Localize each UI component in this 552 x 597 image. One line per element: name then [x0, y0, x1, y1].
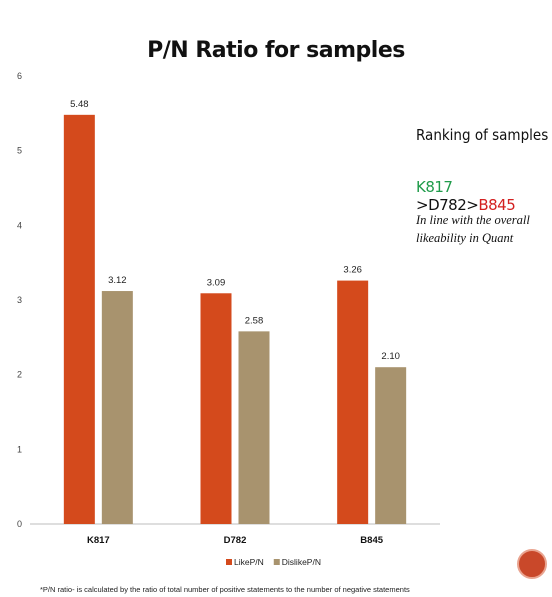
x-tick-label: K817 — [87, 535, 110, 546]
y-tick-label: 1 — [17, 444, 22, 454]
bar-likepn — [200, 293, 232, 524]
data-label: 3.26 — [343, 265, 362, 276]
bar-dislikepn — [238, 331, 270, 524]
ranking-first: K817 — [416, 178, 453, 196]
y-tick-label: 2 — [17, 370, 22, 380]
legend-label: DislikeP/N — [282, 557, 321, 567]
ranking-order: K817 >D782>B845 — [416, 178, 552, 214]
legend-label: LikeP/N — [234, 557, 264, 567]
bar-likepn — [337, 280, 369, 524]
x-tick-label: D782 — [224, 535, 247, 546]
ranking-note: In line with the overall likeability in … — [416, 213, 530, 245]
data-label: 3.09 — [207, 277, 226, 288]
ranking-separator: > — [416, 196, 429, 214]
ranking-title: Ranking of samples — [416, 126, 549, 144]
y-tick-label: 3 — [17, 295, 22, 305]
data-label: 3.12 — [108, 275, 127, 286]
ranking-second: D782 — [428, 196, 467, 214]
bar-dislikepn — [101, 291, 133, 524]
legend-swatch — [226, 559, 232, 565]
data-label: 2.58 — [245, 315, 264, 326]
y-tick-label: 0 — [17, 519, 22, 529]
bar-dislikepn — [375, 367, 407, 524]
x-tick-label: B845 — [360, 535, 383, 546]
bar-likepn — [63, 114, 95, 525]
y-tick-label: 4 — [17, 220, 22, 230]
chart-title: P/N Ratio for samples — [147, 38, 405, 63]
y-tick-label: 5 — [17, 146, 22, 156]
data-label: 5.48 — [70, 99, 89, 110]
ranking-third: B845 — [478, 196, 516, 214]
ranking-separator: > — [466, 196, 479, 214]
y-tick-label: 6 — [17, 71, 22, 81]
logo-badge — [517, 549, 547, 579]
footnote: *P/N ratio- is calculated by the ratio o… — [40, 585, 410, 594]
data-label: 2.10 — [381, 351, 400, 362]
legend-swatch — [273, 559, 280, 565]
